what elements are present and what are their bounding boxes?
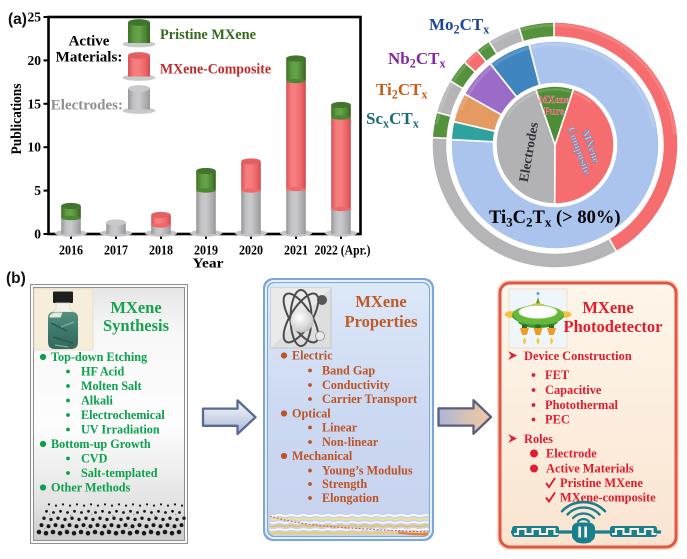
svg-text:Electrodes:: Electrodes: (51, 98, 123, 114)
svg-text:MXene: MXene (538, 95, 570, 106)
svg-text:Active Materials: Active Materials (546, 462, 634, 476)
svg-text:Year: Year (193, 257, 224, 272)
svg-text:Electric: Electric (292, 349, 333, 363)
svg-text:Electrode: Electrode (546, 447, 597, 461)
svg-text:MXene: MXene (355, 292, 406, 311)
svg-text:15: 15 (28, 96, 42, 111)
svg-text:2018: 2018 (149, 243, 173, 258)
svg-text:MXene: MXene (582, 298, 633, 317)
svg-text:Device Construction: Device Construction (524, 349, 632, 363)
svg-text:Strength: Strength (322, 477, 367, 491)
svg-text:(b): (b) (6, 270, 26, 287)
svg-text:Bottom-up Growth: Bottom-up Growth (51, 437, 151, 451)
svg-text:Band Gap: Band Gap (322, 364, 375, 378)
svg-text:Linear: Linear (322, 421, 358, 435)
svg-text:PEC: PEC (545, 413, 570, 427)
svg-text:Pure: Pure (544, 107, 565, 118)
svg-text:Photodetector: Photodetector (564, 317, 663, 336)
svg-text:Materials:: Materials: (56, 50, 123, 66)
svg-text:Roles: Roles (524, 432, 553, 446)
svg-text:ScxCTx: ScxCTx (366, 109, 420, 131)
svg-text:Active: Active (69, 34, 110, 50)
svg-text:5: 5 (34, 183, 41, 198)
svg-text:20: 20 (28, 53, 42, 68)
svg-text:Electrochemical: Electrochemical (81, 408, 165, 422)
svg-text:MXene-Composite: MXene-Composite (160, 62, 271, 78)
svg-text:Ti2CTx: Ti2CTx (376, 80, 428, 102)
svg-text:Elongation: Elongation (322, 491, 379, 505)
svg-text:Non-linear: Non-linear (322, 435, 379, 449)
svg-text:25: 25 (28, 10, 42, 25)
svg-text:Pristine MXene: Pristine MXene (160, 27, 256, 43)
svg-text:Conductivity: Conductivity (322, 378, 390, 392)
svg-text:FET: FET (545, 368, 570, 382)
svg-text:Mechanical: Mechanical (292, 449, 353, 463)
svg-text:0: 0 (34, 227, 41, 242)
svg-text:2022 (Apr.): 2022 (Apr.) (315, 243, 371, 258)
svg-text:2021: 2021 (284, 243, 308, 258)
svg-text:Other Methods: Other Methods (51, 481, 131, 495)
svg-text:(a): (a) (8, 11, 27, 28)
svg-text:2019: 2019 (194, 243, 218, 258)
svg-text:Carrier Transport: Carrier Transport (322, 392, 417, 406)
svg-text:Top-down Etching: Top-down Etching (51, 350, 147, 364)
svg-text:Young’s Modulus: Young’s Modulus (322, 464, 413, 478)
svg-text:Ti3C2Tx (> 80%): Ti3C2Tx (> 80%) (489, 208, 621, 230)
svg-text:HF Acid: HF Acid (81, 365, 124, 379)
svg-text:2017: 2017 (104, 243, 128, 258)
svg-text:Publications: Publications (9, 83, 25, 154)
svg-text:MXene: MXene (110, 298, 161, 317)
svg-text:Properties: Properties (344, 312, 418, 331)
svg-text:Molten Salt: Molten Salt (81, 379, 142, 393)
svg-text:2020: 2020 (239, 243, 263, 258)
svg-text:Nb2CTx: Nb2CTx (388, 49, 446, 71)
svg-text:Mo2CTx: Mo2CTx (429, 15, 490, 37)
svg-text:Alkali: Alkali (81, 394, 113, 408)
svg-text:Photothermal: Photothermal (545, 398, 619, 412)
svg-text:Salt-templated: Salt-templated (81, 466, 158, 480)
svg-text:Optical: Optical (292, 407, 331, 421)
svg-text:Pristine MXene: Pristine MXene (560, 476, 643, 490)
svg-text:2016: 2016 (59, 243, 83, 258)
svg-text:CVD: CVD (81, 452, 108, 466)
svg-text:UV Irradiation: UV Irradiation (81, 423, 160, 437)
svg-text:Synthesis: Synthesis (103, 316, 170, 335)
svg-text:10: 10 (28, 140, 42, 155)
svg-text:Capacitive: Capacitive (545, 383, 602, 397)
